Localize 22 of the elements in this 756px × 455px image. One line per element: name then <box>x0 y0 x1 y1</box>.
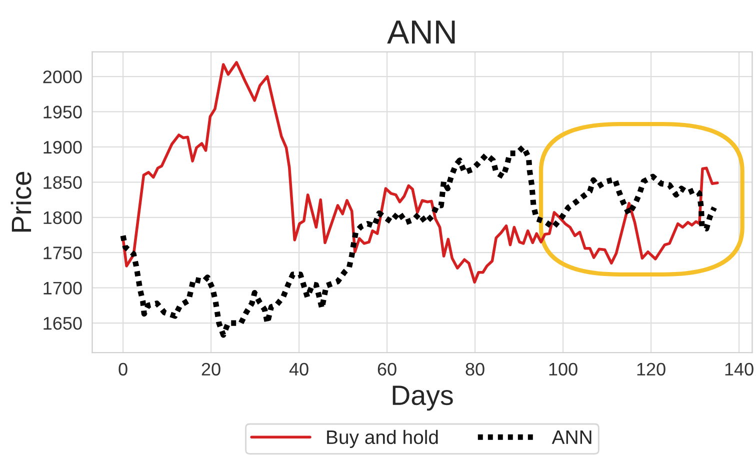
legend-label: Buy and hold <box>327 430 438 448</box>
y-tick-label: 1850 <box>44 176 82 189</box>
y-tick-label: 1650 <box>44 316 82 330</box>
legend-label: ANN <box>552 430 592 444</box>
x-tick-label: 20 <box>202 362 220 376</box>
x-tick-label: 60 <box>378 362 396 376</box>
x-axis-title: Days <box>392 386 453 411</box>
y-tick-label: 1950 <box>44 106 82 118</box>
y-tick-label: 1800 <box>44 211 82 224</box>
y-tick-label: 1700 <box>44 282 82 295</box>
x-tick-label: 0 <box>118 362 128 376</box>
y-axis-title: Price <box>10 172 32 232</box>
chart-title: ANN <box>387 20 455 44</box>
x-tick-label: 140 <box>725 362 754 376</box>
x-tick-label: 40 <box>289 362 308 376</box>
x-tick-label: 80 <box>466 362 484 376</box>
x-tick-label: 120 <box>637 362 666 376</box>
y-tick-label: 2000 <box>43 70 82 84</box>
y-tick-label: 1900 <box>44 140 82 154</box>
y-tick-label: 1750 <box>44 246 82 260</box>
x-tick-label: 100 <box>549 362 578 376</box>
line-series <box>122 61 719 284</box>
